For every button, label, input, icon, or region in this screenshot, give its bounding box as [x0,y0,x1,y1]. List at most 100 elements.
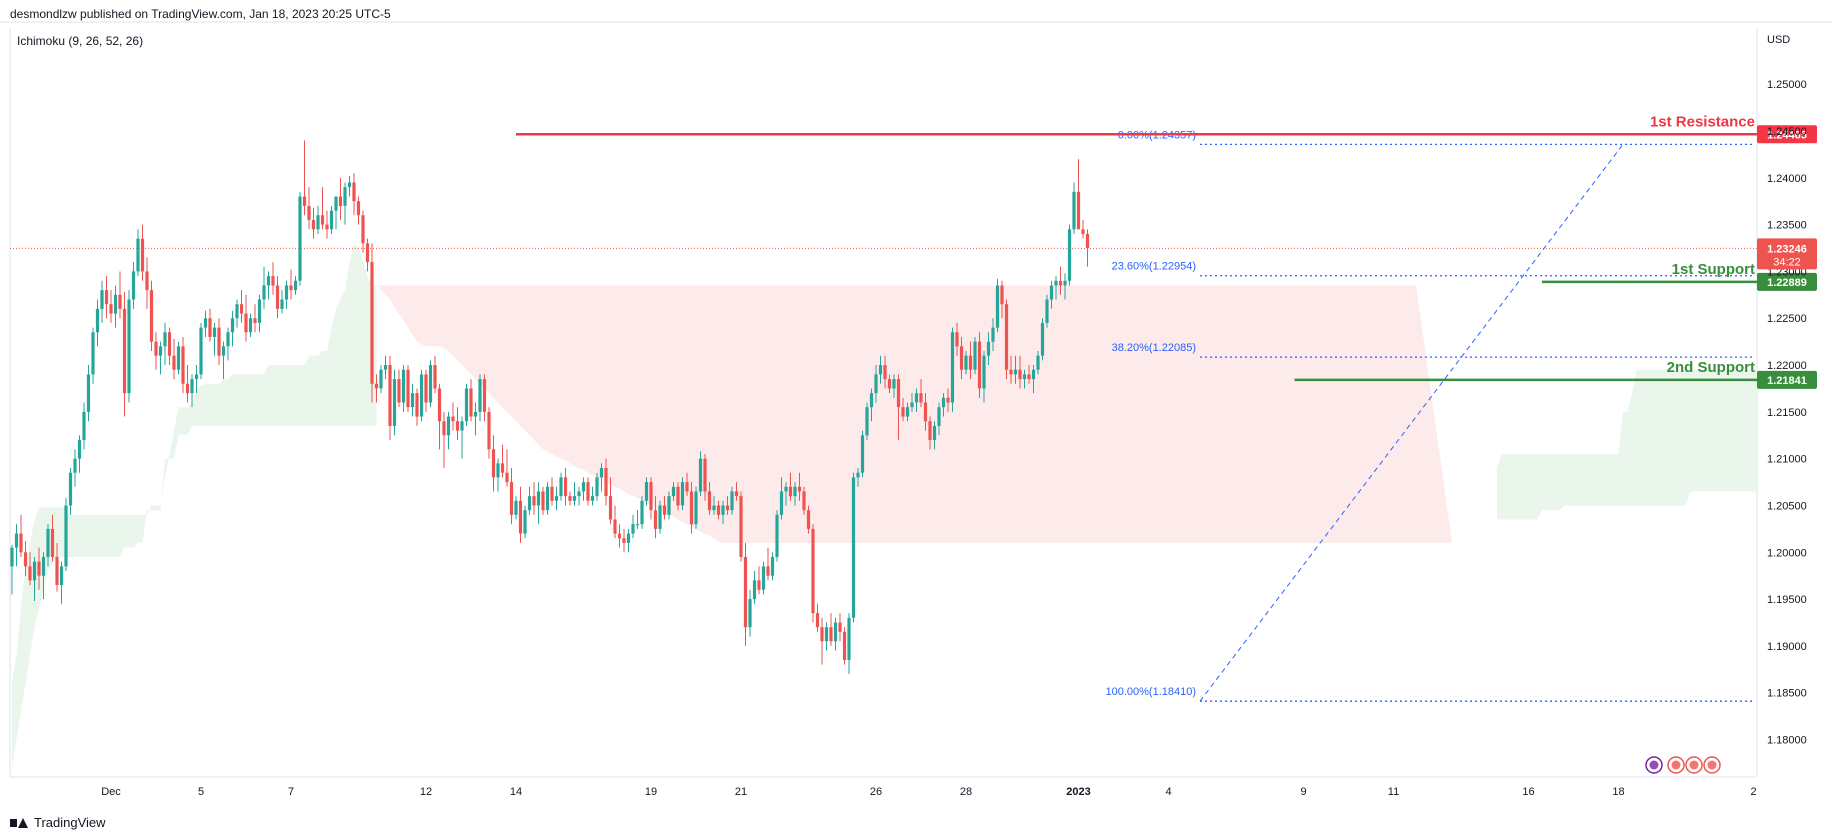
candle [383,355,388,380]
candle [14,524,19,567]
candle-body [995,285,1000,328]
candle [127,290,131,403]
candle [554,486,559,511]
candle [887,374,892,394]
candle [959,336,964,380]
candle-body [185,383,190,394]
candle-body [577,491,581,497]
candle-body [10,547,14,567]
candle [298,191,302,286]
candle-body [397,379,401,403]
candle [788,472,793,501]
candle-body [838,622,842,632]
candle [865,402,869,440]
candle [523,505,527,539]
time-tick-label: 19 [645,786,657,798]
candle-body [892,379,896,389]
candle-body [145,271,149,291]
candle [734,482,739,501]
candle-body [374,383,379,389]
candle [154,332,158,370]
candle-body [766,566,770,576]
candle [500,444,505,478]
candle-body [955,332,959,347]
price-tick-label: 1.18500 [1767,688,1807,700]
candle [1072,182,1076,234]
candle-body [1072,191,1076,230]
candle-body [379,369,383,389]
candle [140,224,145,281]
candle [698,451,703,497]
candle [239,290,244,323]
candle-body [716,505,721,515]
candle-body [730,491,734,511]
candle [244,294,248,342]
time-tick-label: 5 [198,786,204,798]
tradingview-brand[interactable]: TradingView [10,815,106,830]
candle-body [1036,355,1040,370]
candle [235,299,239,328]
current-price-label: 1.23246 [1767,243,1807,255]
candle-body [226,332,230,347]
candle [694,486,698,529]
candle [370,243,374,403]
candle-body [478,379,482,412]
candle-body [158,346,163,356]
event-core [1649,760,1659,770]
candle [667,491,671,520]
candle [1031,365,1036,394]
candle-body [802,491,806,511]
candle [221,341,226,380]
candle-body [1045,299,1049,323]
candle [923,393,928,431]
candle [577,486,581,506]
candle-body [415,393,419,417]
level-title: 1st Support [1672,261,1755,278]
candle-body [73,458,77,473]
candle-body [968,355,973,370]
candle-body [284,285,289,300]
candle [266,271,271,300]
candle [284,280,289,309]
level-1st-support: 1st Support 1.22889 [1542,261,1817,291]
lightning-event-icon [1645,756,1663,774]
candle [419,369,424,422]
candle [595,472,599,501]
candle [680,477,685,511]
candle-body [131,271,136,300]
candle-body [793,486,797,497]
candle-body [1027,374,1031,380]
candle [644,477,649,506]
candle-body [410,393,415,408]
indicator-legend[interactable]: Ichimoku (9, 26, 52, 26) [17,34,144,48]
candle [167,327,172,366]
time-tick-label: 16 [1522,786,1534,798]
candle [617,524,622,548]
price-tick-label: 1.23000 [1767,266,1807,278]
candle-body [388,365,392,426]
candle [1036,351,1040,375]
candle-body [334,196,338,211]
candle [608,477,613,525]
candle [1063,273,1067,300]
candle [379,365,383,394]
candle [1054,276,1058,300]
time-tick-label: 18 [1612,786,1624,798]
candle-body [356,201,361,216]
candle-body [559,477,563,497]
candle [703,453,707,501]
candle-body [1076,191,1081,230]
candle-body [181,346,185,384]
candle [779,477,784,520]
candle [1058,266,1063,295]
price-tick-label: 1.19000 [1767,641,1807,653]
candle [446,411,451,450]
candle [847,613,851,675]
candle-body [1081,229,1085,234]
candle [302,140,307,216]
candle [347,175,352,197]
candle [973,336,977,375]
candle [784,482,788,506]
candle [1009,355,1013,384]
